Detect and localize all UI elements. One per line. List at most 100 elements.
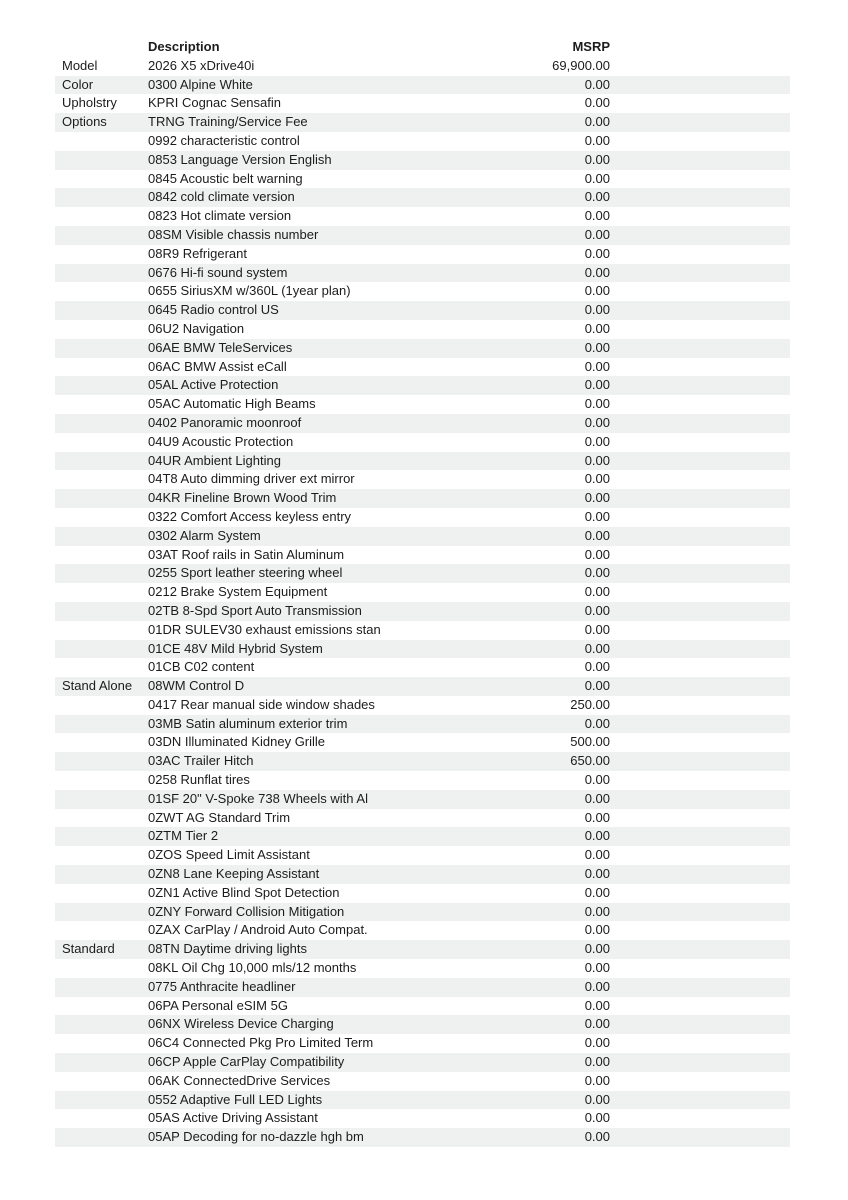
row-group-label bbox=[55, 583, 148, 602]
row-group-label: Options bbox=[62, 114, 107, 130]
row-msrp-value: 0.00 bbox=[584, 790, 610, 806]
row-group-label bbox=[55, 752, 148, 771]
row-description: 01CE 48V Mild Hybrid System bbox=[148, 640, 323, 656]
header-msrp-column: MSRP bbox=[572, 39, 610, 54]
row-spacer bbox=[610, 226, 790, 245]
table-row: Options TRNG Training/Service Fee 0.00 bbox=[55, 113, 790, 132]
row-group-label bbox=[55, 320, 148, 339]
row-description: 05AC Automatic High Beams bbox=[148, 396, 316, 412]
row-spacer bbox=[610, 245, 790, 264]
row-spacer bbox=[610, 1109, 790, 1128]
row-msrp-value: 0.00 bbox=[584, 546, 610, 562]
row-description: 08WM Control D bbox=[148, 678, 245, 694]
row-description: 0845 Acoustic belt warning bbox=[148, 170, 303, 186]
row-group-label bbox=[55, 226, 148, 245]
row-group-label bbox=[55, 395, 148, 414]
header-group-column bbox=[55, 38, 148, 57]
row-msrp-value: 0.00 bbox=[584, 715, 610, 731]
row-description: 0ZTM Tier 2 bbox=[148, 828, 219, 844]
row-spacer bbox=[610, 640, 790, 659]
table-row: 04KR Fineline Brown Wood Trim 0.00 bbox=[55, 489, 790, 508]
row-spacer bbox=[610, 339, 790, 358]
table-row: 0ZOS Speed Limit Assistant 0.00 bbox=[55, 846, 790, 865]
row-description: 06CP Apple CarPlay Compatibility bbox=[148, 1054, 345, 1070]
row-description: 06U2 Navigation bbox=[148, 320, 245, 336]
row-group-label bbox=[55, 790, 148, 809]
row-spacer bbox=[610, 1034, 790, 1053]
header-description-column: Description bbox=[148, 39, 220, 54]
table-row: Stand Alone 08WM Control D 0.00 bbox=[55, 677, 790, 696]
table-row: 03MB Satin aluminum exterior trim 0.00 bbox=[55, 714, 790, 734]
row-spacer bbox=[610, 846, 790, 865]
row-spacer bbox=[610, 132, 790, 151]
table-row: 04U9 Acoustic Protection 0.00 bbox=[55, 433, 790, 452]
row-group-label bbox=[55, 715, 148, 734]
table-row: 0552 Adaptive Full LED Lights 0.00 bbox=[55, 1090, 790, 1110]
row-description: 0322 Comfort Access keyless entry bbox=[148, 508, 352, 524]
table-row: 0823 Hot climate version 0.00 bbox=[55, 207, 790, 226]
row-msrp-value: 0.00 bbox=[584, 828, 610, 844]
row-spacer bbox=[610, 301, 790, 320]
row-description: 05AS Active Driving Assistant bbox=[148, 1110, 318, 1126]
row-msrp-value: 0.00 bbox=[584, 508, 610, 524]
row-description: 0255 Sport leather steering wheel bbox=[148, 565, 343, 581]
row-description: 0417 Rear manual side window shades bbox=[148, 696, 375, 712]
row-msrp-value: 0.00 bbox=[584, 678, 610, 694]
row-msrp-value: 0.00 bbox=[584, 1110, 610, 1126]
row-spacer bbox=[610, 997, 790, 1016]
table-row: 06PA Personal eSIM 5G 0.00 bbox=[55, 997, 790, 1016]
row-msrp-value: 0.00 bbox=[584, 452, 610, 468]
row-group-label: Model bbox=[62, 57, 98, 73]
row-msrp-value: 0.00 bbox=[584, 76, 610, 92]
row-group-label bbox=[55, 1091, 148, 1110]
row-description: 04T8 Auto dimming driver ext mirror bbox=[148, 471, 355, 487]
row-spacer bbox=[610, 395, 790, 414]
row-group-label bbox=[55, 546, 148, 565]
row-description: 06AK ConnectedDrive Services bbox=[148, 1072, 331, 1088]
row-group-label bbox=[55, 1128, 148, 1147]
row-spacer bbox=[610, 1091, 790, 1110]
table-row: 0676 Hi-fi sound system 0.00 bbox=[55, 263, 790, 283]
table-row: Model 2026 X5 xDrive40i 69,900.00 bbox=[55, 57, 790, 76]
row-group-label bbox=[55, 658, 148, 677]
row-spacer bbox=[610, 94, 790, 113]
table-row: 0212 Brake System Equipment 0.00 bbox=[55, 583, 790, 602]
row-msrp-value: 0.00 bbox=[584, 1072, 610, 1088]
row-msrp-value: 0.00 bbox=[584, 302, 610, 318]
row-msrp-value: 0.00 bbox=[584, 189, 610, 205]
row-group-label bbox=[55, 884, 148, 903]
row-spacer bbox=[610, 282, 790, 301]
table-row: 06CP Apple CarPlay Compatibility 0.00 bbox=[55, 1053, 790, 1072]
row-description: 0ZNY Forward Collision Mitigation bbox=[148, 903, 345, 919]
row-description: 04U9 Acoustic Protection bbox=[148, 433, 294, 449]
row-spacer bbox=[610, 358, 790, 377]
row-group-label bbox=[55, 1015, 148, 1034]
row-group-label bbox=[55, 997, 148, 1016]
row-group-label bbox=[55, 170, 148, 189]
row-group-label bbox=[55, 452, 148, 471]
table-row: 06C4 Connected Pkg Pro Limited Term 0.00 bbox=[55, 1034, 790, 1053]
row-msrp-value: 0.00 bbox=[584, 414, 610, 430]
header-spacer bbox=[610, 38, 790, 57]
row-description: 03AC Trailer Hitch bbox=[148, 753, 254, 769]
table-row: 0655 SiriusXM w/360L (1year plan) 0.00 bbox=[55, 282, 790, 301]
row-description: 03MB Satin aluminum exterior trim bbox=[148, 715, 348, 731]
row-group-label bbox=[55, 1053, 148, 1072]
table-row: 03AT Roof rails in Satin Aluminum 0.00 bbox=[55, 546, 790, 565]
row-spacer bbox=[610, 188, 790, 207]
row-description: 0ZOS Speed Limit Assistant bbox=[148, 847, 310, 863]
row-spacer bbox=[610, 527, 790, 546]
row-spacer bbox=[610, 903, 790, 922]
row-group-label bbox=[55, 865, 148, 884]
row-spacer bbox=[610, 790, 790, 809]
row-group-label bbox=[55, 696, 148, 715]
row-spacer bbox=[610, 884, 790, 903]
row-group-label bbox=[55, 188, 148, 207]
row-msrp-value: 500.00 bbox=[570, 734, 610, 750]
row-group-label bbox=[55, 564, 148, 583]
row-group-label bbox=[55, 827, 148, 846]
row-description: 0302 Alarm System bbox=[148, 527, 261, 543]
row-spacer bbox=[610, 470, 790, 489]
table-row: 0ZTM Tier 2 0.00 bbox=[55, 827, 790, 847]
row-spacer bbox=[610, 113, 790, 132]
